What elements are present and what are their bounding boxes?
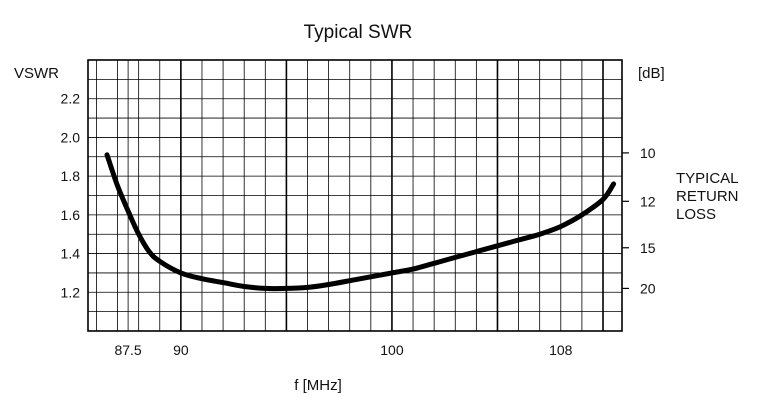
y-tick-label: 1.6 [61, 207, 81, 223]
y-tick-label: 2.0 [61, 129, 81, 145]
x-tick-label: 90 [173, 342, 189, 358]
y-tick-label: 1.2 [61, 284, 81, 300]
x-tick-label: 100 [380, 342, 404, 358]
series-layer [104, 152, 617, 292]
y2-title-line-3: LOSS [676, 206, 716, 223]
y-axis-label: VSWR [14, 65, 59, 82]
y2-tick-label: 15 [640, 240, 656, 256]
x-axis-label: f [MHz] [294, 377, 342, 394]
x-tick-label: 87.5 [114, 342, 141, 358]
plot-frame [87, 59, 623, 332]
ticks: 1.2 1.4 1.6 1.8 2.0 2.2 87.5 90 100 108 10 12 15 20 [61, 91, 656, 358]
y-tick-label: 1.8 [61, 168, 81, 184]
grid [88, 60, 622, 331]
y-tick-label: 1.4 [61, 246, 81, 262]
y2-tick-label: 10 [640, 145, 656, 161]
y2-tick-label: 12 [640, 193, 656, 209]
y-tick-label: 2.2 [61, 91, 81, 107]
y2-title-line-2: RETURN [676, 188, 739, 205]
y2-tick-label: 20 [640, 280, 656, 296]
y2-title-line-1: TYPICAL [676, 170, 739, 187]
chart-title: Typical SWR [304, 22, 413, 43]
x-tick-label: 108 [549, 342, 573, 358]
y2-axis-label: [dB] [638, 65, 665, 82]
series-line-vswr [104, 152, 617, 292]
